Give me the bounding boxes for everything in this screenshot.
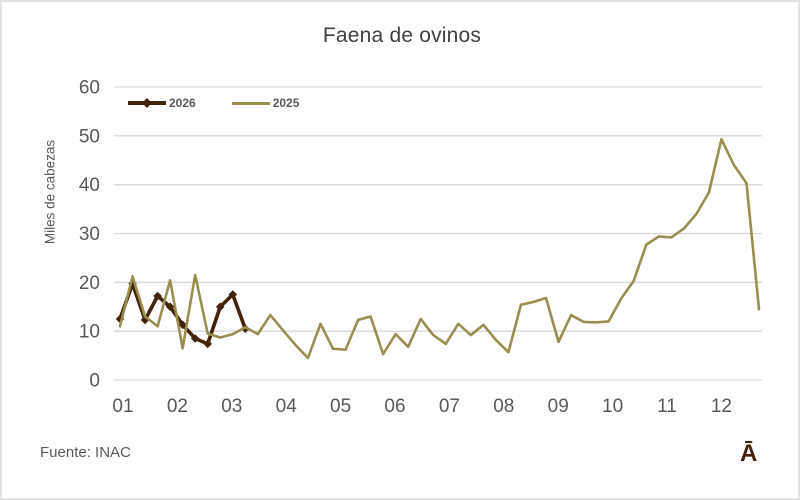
y-tick-label: 30 xyxy=(79,224,100,245)
x-tick-label: 06 xyxy=(384,396,405,417)
x-tick-label: 04 xyxy=(276,396,298,417)
series-2026-marker xyxy=(228,290,238,299)
x-tick-label: 08 xyxy=(493,396,514,417)
legend-label-2026: 2026 xyxy=(169,96,196,110)
series-2026-marker xyxy=(215,302,225,312)
series-2025-line xyxy=(118,137,761,360)
series-2026-marker xyxy=(190,334,200,343)
series-2026-marker xyxy=(178,320,187,330)
y-tick-label: 60 xyxy=(79,78,100,99)
legend-label-2025: 2025 xyxy=(272,96,300,110)
x-tick-label: 03 xyxy=(221,396,242,417)
x-tick-label: 05 xyxy=(330,396,351,417)
series-2026-marker xyxy=(153,291,162,301)
legend-item-2025: 2025 xyxy=(231,96,300,110)
x-tick-label: 10 xyxy=(602,396,623,417)
x-tick-label: 12 xyxy=(711,396,732,417)
x-tick-label: 02 xyxy=(167,396,188,417)
y-tick-label: 20 xyxy=(79,273,100,294)
series-2026-marker xyxy=(165,302,175,312)
y-tick-label: 40 xyxy=(79,175,100,196)
chart-title: Faena de ovinos xyxy=(322,24,482,47)
x-tick-label: 09 xyxy=(548,396,569,417)
y-tick-label: 10 xyxy=(79,322,100,343)
x-tick-label: 07 xyxy=(439,396,460,417)
x-tick-label: 11 xyxy=(657,396,677,417)
series-2026-marker xyxy=(203,339,213,349)
y-tick-label: 50 xyxy=(79,126,100,147)
legend: 2026 2025 xyxy=(128,96,299,110)
legend-line-2026-icon xyxy=(128,98,166,108)
diamond-marker-icon xyxy=(142,98,152,108)
x-tick-label: 01 xyxy=(112,396,133,417)
series-2026-marker xyxy=(140,315,150,325)
legend-line-2025-icon xyxy=(231,101,270,105)
legend-item-2026: 2026 xyxy=(128,96,196,110)
source-note: Fuente: INAC xyxy=(40,444,131,461)
watermark-letter: Ā xyxy=(740,440,758,467)
y-tick-label: 0 xyxy=(89,371,100,392)
